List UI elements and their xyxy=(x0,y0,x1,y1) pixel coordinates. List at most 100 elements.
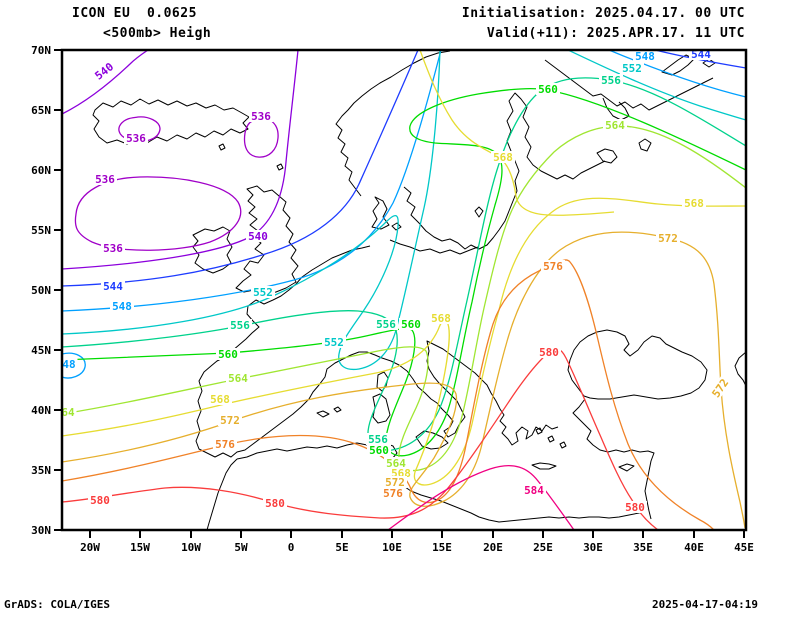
label-mask xyxy=(101,280,125,292)
contour-568 xyxy=(62,197,746,486)
lon-tick-label: 15E xyxy=(432,541,452,554)
label-mask xyxy=(491,151,515,163)
level-title: <500mb> Heigh xyxy=(103,26,212,41)
label-mask xyxy=(263,497,287,509)
label-mask xyxy=(541,260,565,272)
lon-tick-label: 35E xyxy=(633,541,653,554)
contour-580 xyxy=(62,347,659,530)
contour-label-text: 564 xyxy=(386,457,406,470)
contour-536 xyxy=(118,116,161,143)
contour-label-text: 560 xyxy=(218,348,238,361)
contour-label-text: 556 xyxy=(368,433,388,446)
contour-label-text: 536 xyxy=(95,173,115,186)
coastline-path xyxy=(734,351,746,387)
contour-label-568: 568 xyxy=(682,197,706,210)
valid-time: Valid(+11): 2025.APR.17. 11 UTC xyxy=(486,26,745,41)
contour-lines xyxy=(62,50,746,530)
label-mask xyxy=(216,348,240,360)
lon-tick-label: 0 xyxy=(288,541,295,554)
lon-tick-label: 5E xyxy=(335,541,348,554)
lon-tick-label: 10E xyxy=(382,541,402,554)
contour-label-text: 572 xyxy=(658,232,678,245)
label-mask xyxy=(399,318,423,330)
lat-tick-label: 50N xyxy=(31,284,51,297)
lat-tick-label: 65N xyxy=(31,104,51,117)
lat-tick-label: 55N xyxy=(31,224,51,237)
label-mask xyxy=(124,132,148,144)
contour-label-text: 584 xyxy=(524,484,544,497)
contour-label-560: 560 xyxy=(216,348,240,361)
coastline-path xyxy=(572,398,655,520)
label-mask xyxy=(623,501,647,513)
contour-label-536: 536 xyxy=(249,110,273,123)
contour-label-text: 64 xyxy=(61,406,75,419)
contour-label-text: 560 xyxy=(538,83,558,96)
contour-label-text: 552 xyxy=(622,62,642,75)
label-mask xyxy=(708,374,732,402)
contour-label-536: 536 xyxy=(124,132,148,145)
contour-label-text: 580 xyxy=(539,346,559,359)
contour-536 xyxy=(243,118,279,158)
coastline-path xyxy=(544,59,714,111)
contour-label-572: 572 xyxy=(383,476,407,489)
contour-label-text: 568 xyxy=(493,151,513,164)
contour-label-548: 548 xyxy=(110,300,134,313)
lon-tick-label: 20W xyxy=(80,541,100,554)
coastline-path xyxy=(547,435,555,443)
label-mask xyxy=(218,414,242,426)
contour-label-576: 576 xyxy=(213,438,237,451)
contour-label-text: 576 xyxy=(543,260,563,273)
coastline-path xyxy=(389,239,479,255)
contour-label-text: 576 xyxy=(383,487,403,500)
contour-label-580: 580 xyxy=(623,501,647,514)
contour-label-572: 572 xyxy=(708,374,732,402)
label-mask xyxy=(213,438,237,450)
contour-label-572: 572 xyxy=(656,232,680,245)
contour-label-540: 540 xyxy=(90,58,118,84)
contour-label-564: 564 xyxy=(384,457,408,470)
contour-560 xyxy=(62,87,746,457)
contour-label-548: 548 xyxy=(633,50,657,63)
label-mask xyxy=(249,110,273,122)
contour-label-text: 580 xyxy=(625,501,645,514)
contour-label-584: 584 xyxy=(522,484,546,497)
coastline-path xyxy=(638,138,652,152)
contour-label-580: 580 xyxy=(88,494,112,507)
coastlines xyxy=(92,50,746,530)
contour-572 xyxy=(62,231,746,529)
lon-tick-label: 25E xyxy=(533,541,553,554)
label-mask xyxy=(322,336,346,348)
contour-label-580: 580 xyxy=(537,346,561,359)
label-mask xyxy=(93,173,117,185)
label-mask xyxy=(101,242,125,254)
model-title: ICON EU 0.0625 xyxy=(72,6,197,21)
contour-labels: 5365365365365405405445445484854855255255… xyxy=(61,50,732,514)
label-mask xyxy=(246,230,270,242)
lat-tick-label: 35N xyxy=(31,464,51,477)
label-mask xyxy=(90,58,118,84)
label-mask xyxy=(536,83,560,95)
label-mask xyxy=(599,74,623,86)
contour-label-text: 560 xyxy=(369,444,389,457)
contour-label-568: 568 xyxy=(491,151,515,164)
contour-label-text: 564 xyxy=(228,372,248,385)
label-mask xyxy=(251,286,275,298)
contour-label-text: 568 xyxy=(210,393,230,406)
contour-label-552: 552 xyxy=(251,286,275,299)
contour-label-568: 568 xyxy=(208,393,232,406)
contour-552 xyxy=(62,50,441,371)
label-mask xyxy=(208,393,232,405)
coastline-path xyxy=(376,371,389,392)
coastline-path xyxy=(596,148,618,164)
label-mask xyxy=(682,197,706,209)
contour-label-text: 568 xyxy=(684,197,704,210)
lon-tick-label: 45E xyxy=(734,541,754,554)
lon-tick-label: 10W xyxy=(181,541,201,554)
label-mask xyxy=(62,358,78,370)
contour-label-536: 536 xyxy=(93,173,117,186)
coastline-path xyxy=(206,458,238,530)
coastline-path xyxy=(333,406,342,413)
label-mask xyxy=(656,232,680,244)
